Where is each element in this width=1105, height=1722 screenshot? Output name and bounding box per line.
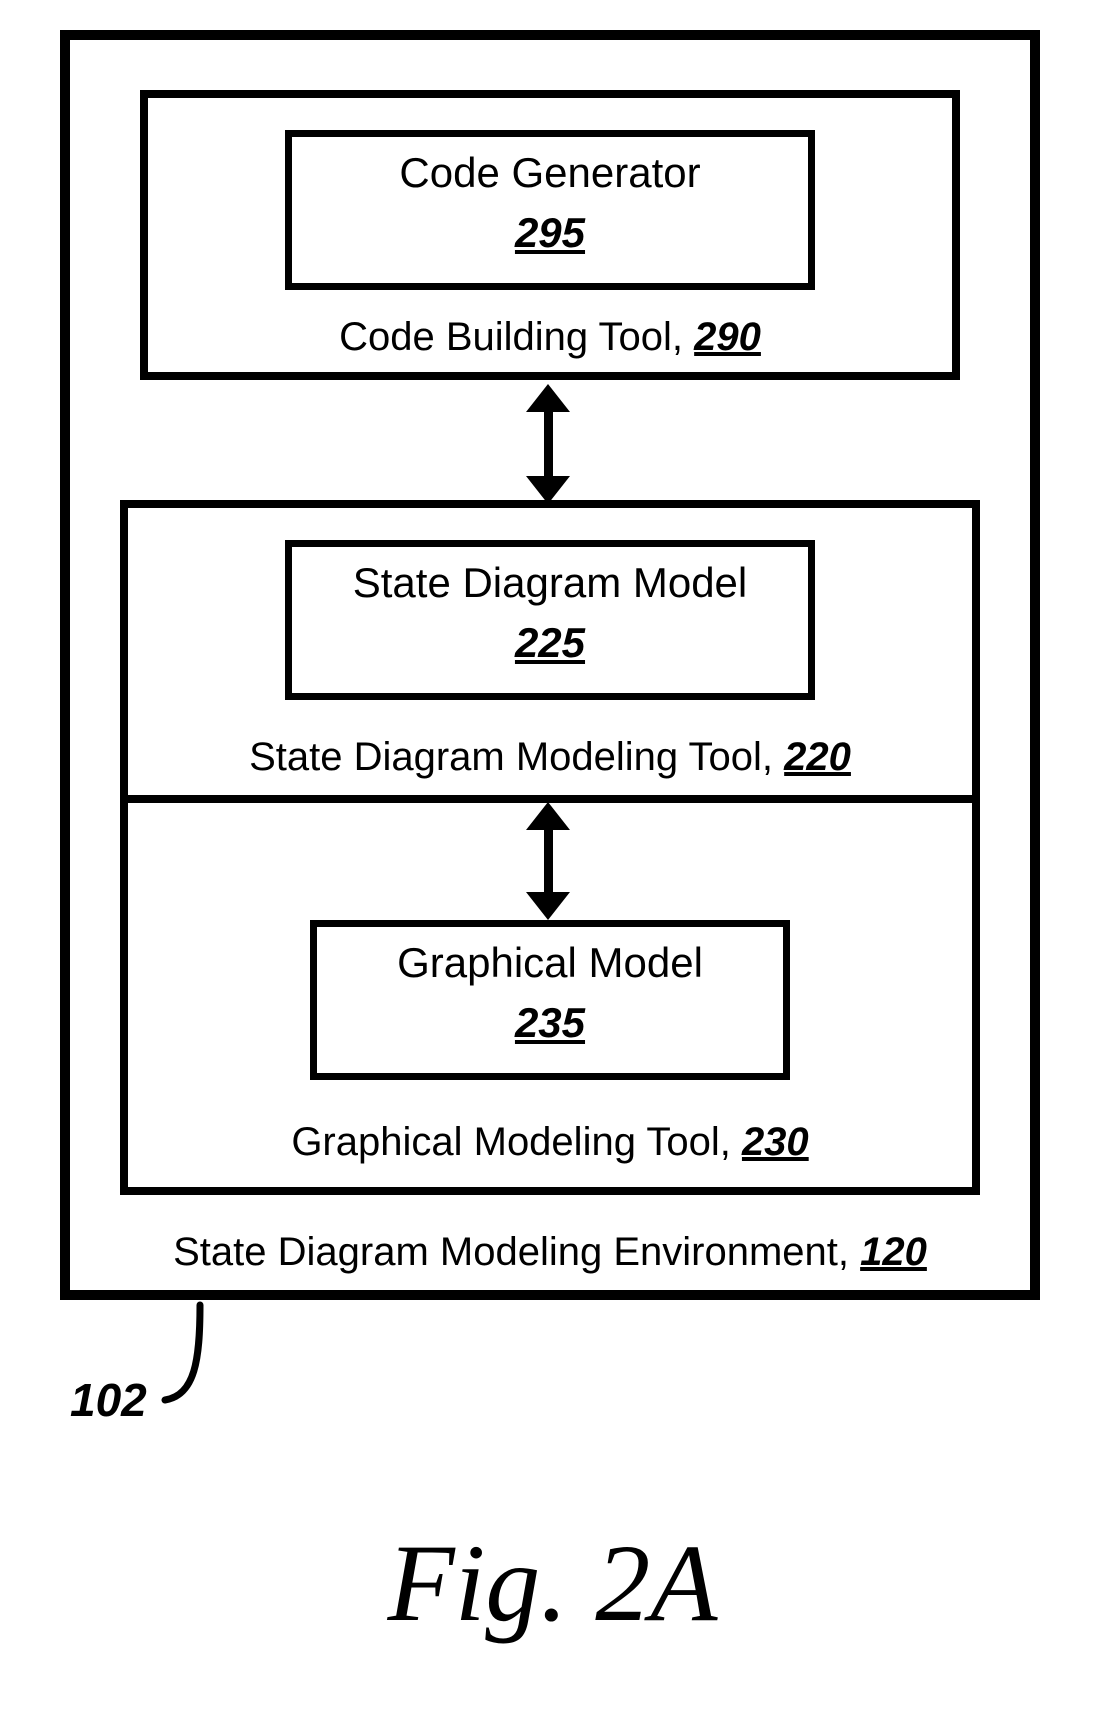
diagram-canvas: Code Generator 295 Code Building Tool, 2… — [0, 0, 1105, 1722]
figure-caption: Fig. 2A — [0, 1520, 1105, 1647]
leader-curve — [0, 0, 1105, 1722]
pointer-102: 102 — [70, 1375, 147, 1426]
